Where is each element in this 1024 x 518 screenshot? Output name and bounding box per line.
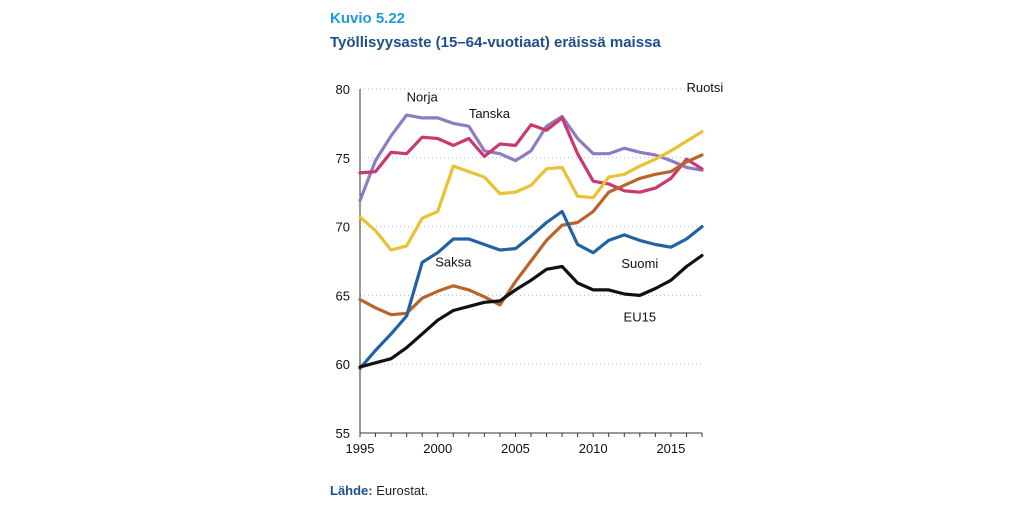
figure-number: Kuvio 5.22 [330, 10, 406, 27]
series-line-norja [358, 113, 704, 203]
y-tick-label: 55 [336, 426, 350, 441]
series-label-tanska: Tanska [469, 106, 511, 121]
x-tick-label: 2015 [656, 441, 685, 456]
series-label-suomi: Suomi [621, 256, 658, 271]
series-label-ruotsi: Ruotsi [686, 80, 723, 95]
x-tick-label: 2010 [579, 441, 608, 456]
y-tick-label: 75 [336, 151, 350, 166]
chart-title: Työllisyysaste (15–64-vuotiaat) eräissä … [330, 34, 661, 51]
series-line-ruotsi [358, 130, 704, 252]
y-tick-label: 65 [336, 288, 350, 303]
x-tick-label: 2000 [423, 441, 452, 456]
x-tick-label: 1995 [346, 441, 375, 456]
series-label-saksa: Saksa [435, 255, 472, 270]
x-tick-label: 2005 [501, 441, 530, 456]
source-note: Lähde: Eurostat. [330, 483, 428, 498]
series-label-norja: Norja [407, 89, 439, 104]
series-label-eu15: EU15 [624, 310, 657, 325]
series-line-saksa [358, 153, 704, 317]
y-tick-label: 80 [336, 82, 350, 97]
y-tick-label: 60 [336, 357, 350, 372]
series-line-suomi [358, 209, 704, 370]
series-line-eu15 [358, 253, 704, 369]
y-tick-label: 70 [336, 220, 350, 235]
source-text: Eurostat. [376, 483, 429, 498]
source-label: Lähde: [330, 483, 373, 498]
series-line-tanska [358, 116, 704, 194]
